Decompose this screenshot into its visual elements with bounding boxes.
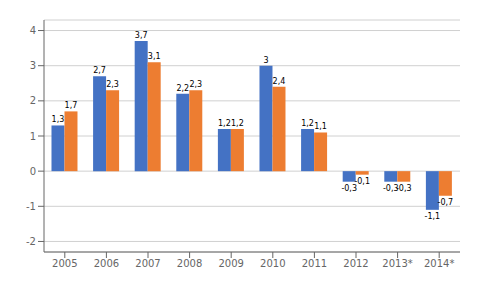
svg-text:-1: -1 bbox=[26, 201, 36, 212]
svg-text:2012: 2012 bbox=[343, 258, 368, 269]
svg-text:2011: 2011 bbox=[302, 258, 327, 269]
svg-text:2009: 2009 bbox=[218, 258, 243, 269]
svg-text:4: 4 bbox=[30, 25, 36, 36]
svg-text:3,1: 3,1 bbox=[148, 52, 161, 61]
svg-text:2005: 2005 bbox=[52, 258, 77, 269]
svg-text:-1,1: -1,1 bbox=[425, 212, 441, 221]
svg-text:1,1: 1,1 bbox=[314, 122, 327, 131]
svg-text:1,7: 1,7 bbox=[65, 101, 78, 110]
svg-text:2,3: 2,3 bbox=[189, 80, 202, 89]
svg-text:2,4: 2,4 bbox=[273, 77, 286, 86]
svg-text:1,2: 1,2 bbox=[301, 119, 314, 128]
svg-text:3: 3 bbox=[263, 56, 268, 65]
svg-text:1,3: 1,3 bbox=[52, 115, 65, 124]
svg-text:-0,3: -0,3 bbox=[383, 183, 399, 193]
svg-text:2,7: 2,7 bbox=[93, 66, 106, 75]
svg-text:2,2: 2,2 bbox=[176, 84, 189, 93]
svg-text:-0,3: -0,3 bbox=[396, 184, 412, 193]
svg-text:2,3: 2,3 bbox=[106, 80, 119, 89]
svg-text:2010: 2010 bbox=[260, 258, 285, 269]
svg-text:1,2: 1,2 bbox=[218, 119, 231, 128]
svg-text:-0,1: -0,1 bbox=[354, 177, 370, 186]
svg-text:-2: -2 bbox=[26, 236, 36, 247]
svg-text:2007: 2007 bbox=[135, 258, 160, 269]
svg-text:2014*: 2014* bbox=[424, 258, 454, 269]
svg-text:0: 0 bbox=[30, 166, 36, 177]
svg-text:-0,3: -0,3 bbox=[341, 183, 357, 193]
svg-text:1: 1 bbox=[30, 131, 36, 142]
svg-text:2008: 2008 bbox=[177, 258, 202, 269]
svg-text:1,2: 1,2 bbox=[231, 119, 244, 128]
svg-text:3: 3 bbox=[30, 60, 36, 71]
svg-text:2013*: 2013* bbox=[382, 258, 412, 269]
svg-text:-0,7: -0,7 bbox=[438, 198, 454, 207]
svg-text:2006: 2006 bbox=[94, 258, 119, 269]
svg-text:2: 2 bbox=[30, 95, 36, 106]
svg-text:3,7: 3,7 bbox=[135, 31, 148, 40]
